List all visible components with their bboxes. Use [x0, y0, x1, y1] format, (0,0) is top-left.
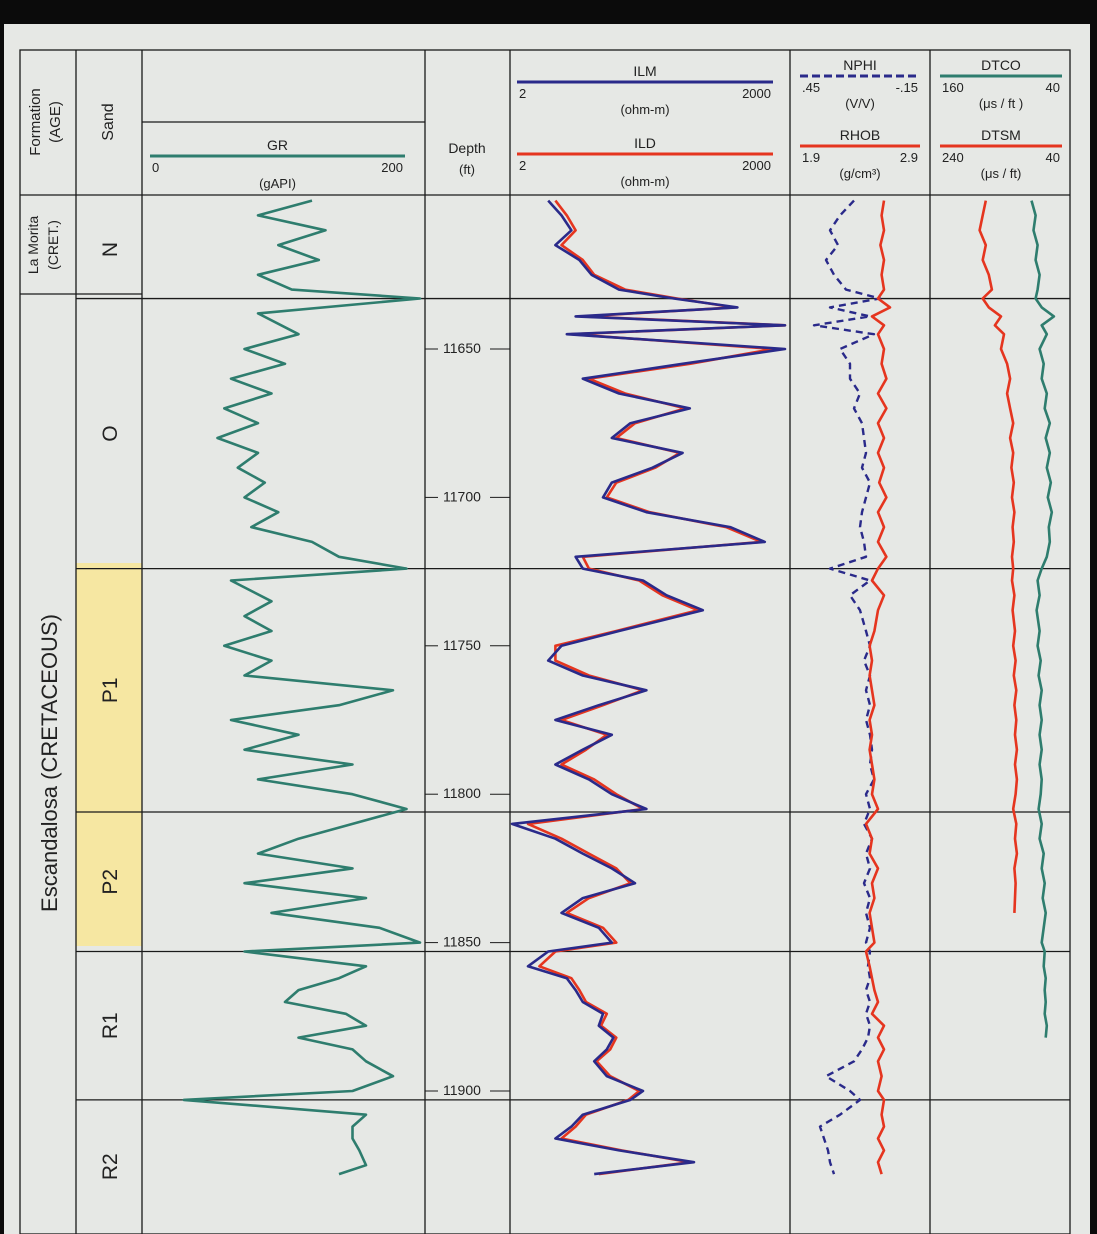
sand-label-n: N: [99, 242, 122, 257]
sand-label-p2: P2: [99, 869, 122, 895]
dtsm-curve: [978, 200, 1019, 913]
sand-label-p1: P1: [99, 677, 122, 703]
depth-header: Depth: [448, 140, 485, 156]
gr-unit: (gAPI): [259, 176, 296, 191]
dtco-scale-left: 160: [942, 80, 964, 95]
formation-la-morita: La Morita: [25, 216, 41, 275]
zone-top-lines: [76, 297, 1070, 1101]
sand-highlight-p2: [76, 806, 142, 946]
log-curves: [182, 199, 1056, 1176]
curve-headers: GR 0 200 (gAPI) ILM 2 2000 (ohm-m) ILD 2 2000 (ohm-…: [150, 57, 1062, 191]
log-grid: [19, 49, 1071, 1234]
depth-tick-11850: 11850: [443, 934, 481, 950]
nphi-unit: (V/V): [845, 96, 875, 111]
gr-scale-right: 200: [381, 160, 403, 175]
nphi-title: NPHI: [843, 57, 876, 73]
ild-title: ILD: [634, 135, 656, 151]
formation-header: Formation: [27, 88, 44, 156]
gr-title: GR: [267, 137, 288, 153]
depth-tick-11800: 11800: [443, 785, 481, 801]
depth-tick-11750: 11750: [443, 637, 481, 653]
ilm-curve: [510, 199, 787, 1176]
dtsm-title: DTSM: [981, 127, 1021, 143]
ilm-unit: (ohm-m): [620, 102, 669, 117]
rhob-title: RHOB: [840, 127, 880, 143]
dtsm-scale-left: 240: [942, 150, 964, 165]
ilm-scale-left: 2: [519, 86, 526, 101]
rhob-curve: [864, 200, 892, 1175]
sand-label-r2: R2: [99, 1153, 122, 1180]
depth-tick-11650: 11650: [443, 340, 481, 356]
ild-scale-left: 2: [519, 158, 526, 173]
sand-label-o: O: [99, 425, 122, 441]
dtsm-scale-right: 40: [1046, 150, 1060, 165]
ild-unit: (ohm-m): [620, 174, 669, 189]
dtco-title: DTCO: [981, 57, 1021, 73]
depth-tick-11700: 11700: [443, 488, 481, 504]
rhob-scale-right: 2.9: [900, 150, 918, 165]
depth-tick-11900: 11900: [443, 1082, 481, 1098]
gr-scale-left: 0: [152, 160, 159, 175]
formation-escandalosa: Escandalosa (CRETACEOUS): [37, 614, 62, 912]
age-header: (AGE): [47, 101, 64, 143]
nphi-curve: [812, 199, 882, 1175]
dtco-curve: [1030, 200, 1056, 1038]
ilm-scale-right: 2000: [742, 86, 771, 101]
gr-curve: [182, 199, 422, 1176]
ilm-title: ILM: [633, 63, 656, 79]
depth-unit: (ft): [459, 162, 475, 177]
rhob-unit: (g/cm³): [839, 166, 880, 181]
formation-la-morita-age: (CRET.): [45, 220, 61, 270]
sand-highlight-p1: [76, 563, 142, 806]
column-headers: Formation (AGE) Sand Depth (ft): [27, 88, 486, 177]
dtco-scale-right: 40: [1046, 80, 1060, 95]
dtsm-unit: (μs / ft): [981, 166, 1022, 181]
sand-labels: N O P1 P2 R1 R2: [99, 242, 122, 1180]
sand-label-r1: R1: [99, 1012, 122, 1039]
depth-ticks: 11650 11700 11750 11800 11850 11900: [425, 340, 510, 1098]
nphi-scale-right: -.15: [896, 80, 918, 95]
ild-scale-right: 2000: [742, 158, 771, 173]
nphi-scale-left: .45: [802, 80, 820, 95]
formation-labels: La Morita (CRET.) Escandalosa (CRETACEOU…: [25, 216, 62, 912]
sand-header: Sand: [100, 103, 117, 140]
dtco-unit: (μs / ft ): [979, 96, 1023, 111]
log-panel: [4, 24, 1090, 1234]
rhob-scale-left: 1.9: [802, 150, 820, 165]
